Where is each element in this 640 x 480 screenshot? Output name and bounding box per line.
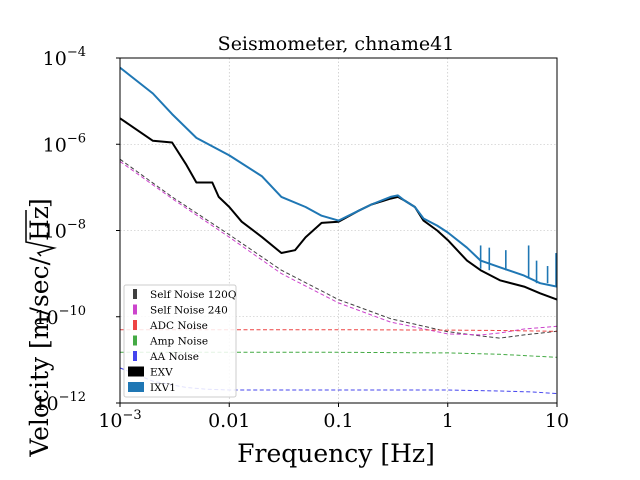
x-tick-label: 0.1 xyxy=(323,410,353,432)
sqrt-symbol xyxy=(25,210,57,257)
legend-label: Self Noise 120Q xyxy=(150,289,237,301)
legend-swatch xyxy=(133,351,137,361)
y-axis-label-suffix: ] xyxy=(25,198,54,208)
legend-label: Amp Noise xyxy=(149,336,208,348)
legend-label: Self Noise 240 xyxy=(150,305,228,317)
chart-title: Seismometer, chname41 xyxy=(218,33,455,55)
legend-label: ADC Noise xyxy=(149,320,208,332)
legend-swatch xyxy=(133,304,137,315)
legend-label: AA Noise xyxy=(149,351,199,363)
x-axis-label: Frequency [Hz] xyxy=(237,439,435,468)
legend-swatch xyxy=(128,382,144,392)
x-tick-label: 10−3 xyxy=(98,408,141,432)
y-axis-label: Velocity [m/sec/ Hz ] xyxy=(25,198,57,458)
y-axis-label-prefix: Velocity [m/sec/ xyxy=(25,256,54,457)
legend-swatch xyxy=(128,366,144,377)
legend-swatch xyxy=(133,320,137,330)
y-axis-label-radicand: Hz xyxy=(25,206,54,241)
legend-swatch xyxy=(133,335,137,346)
legend-label: IXV1 xyxy=(150,382,176,394)
legend-label: EXV xyxy=(150,367,173,379)
y-tick-label: 10−4 xyxy=(43,45,86,70)
x-tick-label: 10 xyxy=(545,410,569,432)
x-tick-label: 0.01 xyxy=(208,410,250,432)
legend: Self Noise 120Q Self Noise 240 ADC Noise Am… xyxy=(123,284,237,398)
legend-box xyxy=(123,284,237,398)
x-tick-label: 1 xyxy=(442,410,454,432)
series-line-self-noise-120q xyxy=(120,158,557,339)
legend-swatch xyxy=(133,289,137,299)
y-tick-label: 10−6 xyxy=(43,131,86,156)
